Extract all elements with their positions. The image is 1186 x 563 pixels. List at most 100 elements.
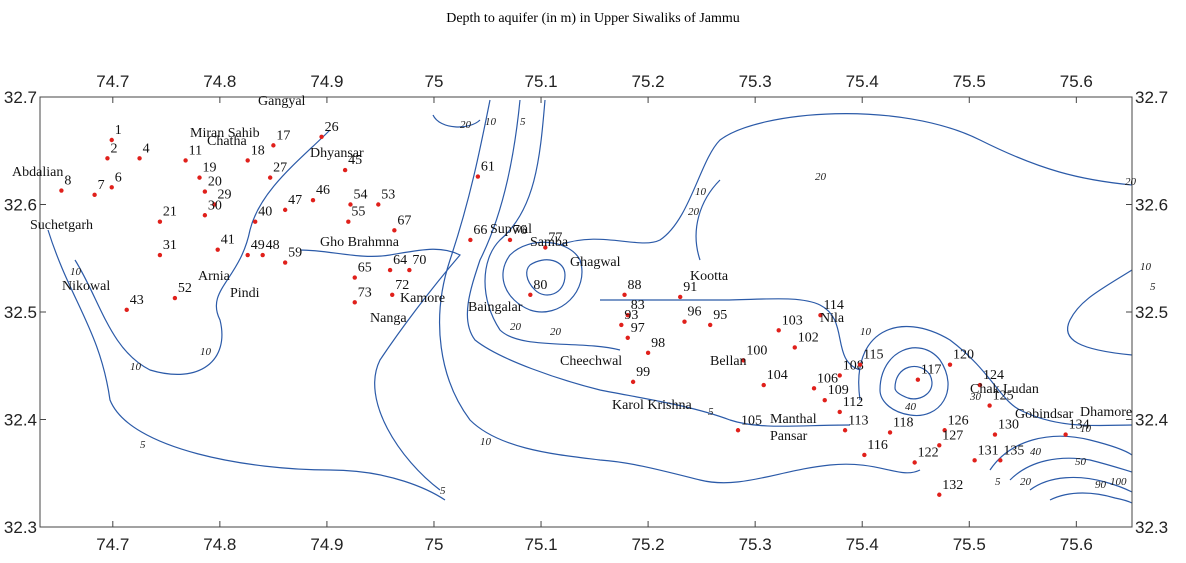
x-tick-label: 75.5	[953, 72, 986, 91]
well-point	[858, 362, 862, 366]
well-point	[862, 453, 866, 457]
well-point	[271, 143, 275, 147]
well-point	[793, 345, 797, 349]
place-name: Dhyansar	[310, 146, 364, 161]
well-point	[173, 296, 177, 300]
place-name: Baingalar	[468, 300, 523, 315]
well-label: 52	[178, 281, 192, 296]
place-name: Abdalian	[12, 165, 63, 180]
well-label: 120	[953, 348, 974, 363]
x-tick-label: 75.3	[739, 72, 772, 91]
well-point	[203, 189, 207, 193]
contour-label: 10	[1140, 261, 1152, 273]
place-name: Samba	[530, 235, 569, 250]
well-label: 6	[115, 170, 122, 185]
contour-label: 20	[815, 171, 827, 183]
well-label: 19	[203, 161, 217, 176]
well-point	[468, 238, 472, 242]
well-label: 18	[251, 143, 265, 158]
y-tick-label: 32.5	[1135, 303, 1168, 322]
well-point	[912, 460, 916, 464]
well-point	[245, 158, 249, 162]
place-name: Suchetgarh	[30, 218, 93, 233]
place-name: Karol Krishna	[612, 398, 692, 413]
well-point	[823, 398, 827, 402]
well-point	[388, 268, 392, 272]
well-point	[777, 328, 781, 332]
well-point	[197, 175, 201, 179]
x-tick-label: 75	[425, 72, 444, 91]
well-point	[110, 185, 114, 189]
place-name: Kamore	[400, 291, 445, 306]
contour-label: 10	[70, 266, 82, 278]
well-point	[343, 168, 347, 172]
well-point	[838, 410, 842, 414]
place-name: Cheechwal	[560, 354, 622, 369]
place-name: Nikowal	[62, 279, 110, 294]
y-tick-label: 32.7	[1135, 88, 1168, 107]
well-label: 88	[628, 278, 642, 293]
y-tick-label: 32.4	[4, 411, 37, 430]
well-label: 95	[713, 308, 727, 323]
well-point	[92, 193, 96, 197]
well-label: 117	[921, 363, 941, 378]
contour-label: 10	[130, 361, 142, 373]
map: Depth to aquifer (in m) in Upper Siwalik…	[0, 0, 1186, 558]
well-label: 67	[397, 213, 411, 228]
well-point	[392, 228, 396, 232]
well-label: 1	[115, 123, 122, 138]
well-point	[508, 238, 512, 242]
well-label: 100	[746, 343, 767, 358]
well-point	[993, 432, 997, 436]
well-label: 73	[358, 285, 372, 300]
place-name: Miran Sahib	[190, 126, 260, 141]
well-label: 115	[863, 348, 883, 363]
well-point	[631, 380, 635, 384]
well-point	[390, 293, 394, 297]
x-tick-label: 75.5	[953, 535, 986, 554]
place-name: Nila	[820, 311, 845, 326]
well-point	[528, 293, 532, 297]
place-name: Bellan	[710, 354, 747, 369]
well-label: 80	[533, 278, 547, 293]
contour-label: 20	[1020, 476, 1032, 488]
contour-label: 20	[1125, 176, 1137, 188]
well-label: 31	[163, 238, 177, 253]
well-point	[407, 268, 411, 272]
well-point	[183, 158, 187, 162]
well-point	[105, 156, 109, 160]
well-label: 53	[381, 188, 395, 203]
well-point	[353, 300, 357, 304]
well-point	[253, 220, 257, 224]
well-point	[260, 253, 264, 257]
well-point	[137, 156, 141, 160]
well-label: 99	[636, 365, 650, 380]
well-label: 7	[98, 178, 105, 193]
well-point	[311, 198, 315, 202]
well-label: 98	[651, 336, 665, 351]
well-point	[59, 188, 63, 192]
well-label: 70	[412, 253, 426, 268]
x-tick-label: 74.8	[203, 535, 236, 554]
well-point	[476, 174, 480, 178]
contour-label: 90	[1095, 479, 1107, 491]
well-point	[972, 458, 976, 462]
x-tick-label: 75.1	[524, 535, 557, 554]
well-label: 124	[983, 368, 1004, 383]
well-point	[626, 336, 630, 340]
place-name: Gobindsar	[1015, 407, 1074, 422]
well-point	[646, 351, 650, 355]
well-label: 113	[848, 413, 868, 428]
well-label: 55	[351, 205, 365, 220]
well-label: 8	[64, 174, 71, 189]
well-label: 59	[288, 246, 302, 261]
well-label: 40	[258, 205, 272, 220]
well-label: 105	[741, 413, 762, 428]
well-point	[998, 458, 1002, 462]
y-tick-label: 32.6	[4, 196, 37, 215]
contour-label: 5	[440, 485, 446, 497]
well-label: 135	[1003, 443, 1024, 458]
place-name: Gho Brahmna	[320, 235, 400, 250]
well-point	[678, 295, 682, 299]
well-label: 27	[273, 161, 287, 176]
